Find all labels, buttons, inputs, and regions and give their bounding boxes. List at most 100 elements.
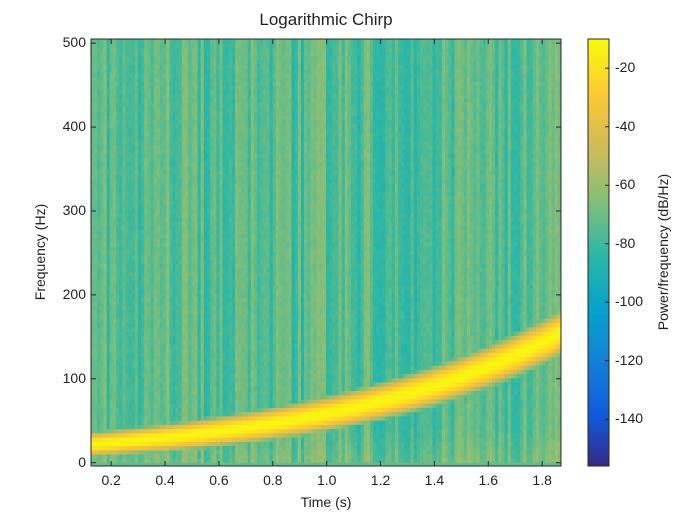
heatmap-cell xyxy=(138,255,142,260)
heatmap-cell xyxy=(191,318,195,324)
heatmap-cell xyxy=(216,216,220,222)
heatmap-cell xyxy=(225,365,230,370)
heatmap-cell xyxy=(222,331,227,336)
heatmap-cell xyxy=(109,348,114,353)
heatmap-cell xyxy=(225,178,230,184)
heatmap-cell xyxy=(213,183,217,188)
heatmap-cell xyxy=(141,115,145,120)
heatmap-cell xyxy=(191,394,195,400)
heatmap-cell xyxy=(169,89,173,95)
heatmap-cell xyxy=(181,377,186,383)
heatmap-cell xyxy=(128,68,133,74)
heatmap-cell xyxy=(175,144,180,150)
heatmap-cell xyxy=(116,255,120,260)
heatmap-cell xyxy=(228,51,233,57)
heatmap-cell xyxy=(91,115,95,120)
heatmap-cell xyxy=(159,166,164,171)
heatmap-cell xyxy=(119,60,123,65)
heatmap-cell xyxy=(97,356,101,362)
heatmap-cell xyxy=(188,144,192,150)
heatmap-cell xyxy=(91,85,95,91)
heatmap-cell xyxy=(235,119,239,125)
heatmap-cell xyxy=(188,373,192,379)
heatmap-cell xyxy=(94,424,98,430)
heatmap-cell xyxy=(175,263,180,269)
heatmap-cell xyxy=(166,458,170,464)
heatmap-cell xyxy=(244,132,249,137)
heatmap-cell xyxy=(112,89,117,95)
heatmap-cell xyxy=(244,411,249,417)
heatmap-cell xyxy=(159,437,164,442)
heatmap-cell xyxy=(138,280,142,286)
heatmap-cell xyxy=(131,195,136,201)
heatmap-cell xyxy=(128,416,133,421)
heatmap-cell xyxy=(119,136,123,142)
heatmap-cell xyxy=(141,98,145,103)
heatmap-cell xyxy=(147,60,151,65)
heatmap-cell xyxy=(94,77,98,82)
heatmap-cell xyxy=(163,263,167,269)
heatmap-cell xyxy=(181,305,186,311)
heatmap-cell xyxy=(222,322,227,328)
heatmap-cell xyxy=(203,314,208,320)
heatmap-cell xyxy=(91,98,95,103)
heatmap-cell xyxy=(147,272,151,277)
heatmap-cell xyxy=(166,140,170,146)
heatmap-cell xyxy=(172,55,176,61)
heatmap-cell xyxy=(103,272,108,277)
heatmap-cell xyxy=(97,327,101,332)
heatmap-cell xyxy=(244,382,249,387)
heatmap-cell xyxy=(185,458,189,464)
heatmap-cell xyxy=(194,64,198,70)
heatmap-cell xyxy=(172,157,176,163)
heatmap-cell xyxy=(100,310,104,315)
heatmap-cell xyxy=(169,369,173,375)
heatmap-cell xyxy=(122,369,126,375)
heatmap-cell xyxy=(241,94,245,99)
heatmap-cell xyxy=(219,399,223,404)
heatmap-cell xyxy=(206,51,211,57)
heatmap-cell xyxy=(213,233,217,239)
heatmap-cell xyxy=(216,322,220,328)
heatmap-cell xyxy=(225,64,230,70)
heatmap-cell xyxy=(200,255,205,260)
heatmap-cell xyxy=(244,183,249,188)
heatmap-cell xyxy=(153,250,158,256)
heatmap-cell xyxy=(97,119,101,125)
heatmap-cell xyxy=(131,360,136,366)
heatmap-cell xyxy=(188,377,192,383)
heatmap-cell xyxy=(225,204,230,209)
heatmap-cell xyxy=(103,280,108,286)
heatmap-cell xyxy=(194,386,198,392)
heatmap-cell xyxy=(235,199,239,205)
heatmap-cell xyxy=(153,255,158,260)
heatmap-cell xyxy=(194,55,198,61)
heatmap-cell xyxy=(156,331,161,336)
heatmap-cell xyxy=(119,64,123,70)
heatmap-cell xyxy=(181,229,186,235)
heatmap-cell xyxy=(175,403,180,408)
heatmap-cell xyxy=(216,111,220,116)
heatmap-cell xyxy=(219,187,223,192)
heatmap-cell xyxy=(181,293,186,298)
heatmap-cell xyxy=(125,85,129,91)
heatmap-cell xyxy=(109,394,114,400)
heatmap-cell xyxy=(222,39,227,44)
heatmap-cell xyxy=(156,267,161,273)
heatmap-cell xyxy=(106,102,111,108)
heatmap-cell xyxy=(200,441,205,447)
heatmap-cell xyxy=(228,39,233,44)
heatmap-cell xyxy=(185,331,189,336)
heatmap-cell xyxy=(97,369,101,375)
heatmap-cell xyxy=(191,119,195,125)
heatmap-cell xyxy=(178,233,183,239)
heatmap-cell xyxy=(97,267,101,273)
heatmap-cell xyxy=(203,288,208,294)
heatmap-cell xyxy=(97,365,101,370)
heatmap-cell xyxy=(100,119,104,125)
heatmap-cell xyxy=(206,106,211,112)
heatmap-cell xyxy=(222,246,227,252)
heatmap-cell xyxy=(241,382,245,387)
heatmap-cell xyxy=(178,149,183,154)
heatmap-cell xyxy=(112,153,117,159)
